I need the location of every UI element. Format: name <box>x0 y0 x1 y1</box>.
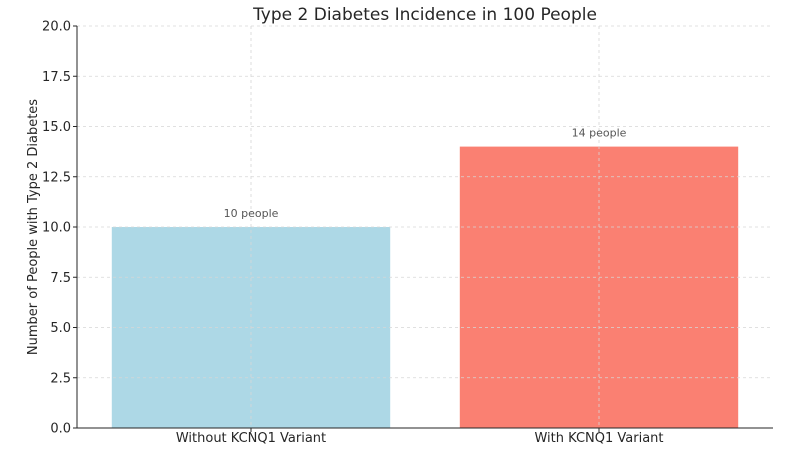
x-tick-label-1: With KCNQ1 Variant <box>534 431 663 446</box>
data-labels: 10 people 14 people <box>224 127 627 220</box>
y-tick-label-4: 10.0 <box>42 221 71 236</box>
x-axis-ticks: Without KCNQ1 Variant With KCNQ1 Variant <box>176 428 664 446</box>
grid <box>77 25 773 428</box>
chart-title: Type 2 Diabetes Incidence in 100 People <box>252 5 597 25</box>
y-tick-label-5: 12.5 <box>42 170 71 185</box>
y-axis-ticks: 0.0 2.5 5.0 7.5 10.0 12.5 15.0 17.5 20.0 <box>42 20 77 437</box>
x-tick-label-0: Without KCNQ1 Variant <box>176 431 326 446</box>
y-tick-label-6: 15.0 <box>42 120 71 135</box>
y-tick-label-8: 20.0 <box>42 20 71 35</box>
y-axis-label: Number of People with Type 2 Diabetes <box>26 99 41 355</box>
y-tick-label-2: 5.0 <box>50 321 71 336</box>
y-tick-label-7: 17.5 <box>42 70 71 85</box>
y-tick-label-3: 7.5 <box>50 271 71 286</box>
data-label-0: 10 people <box>224 207 279 220</box>
y-tick-label-0: 0.0 <box>50 422 71 437</box>
data-label-1: 14 people <box>572 127 627 140</box>
y-tick-label-1: 2.5 <box>50 371 71 386</box>
bars <box>111 146 739 428</box>
